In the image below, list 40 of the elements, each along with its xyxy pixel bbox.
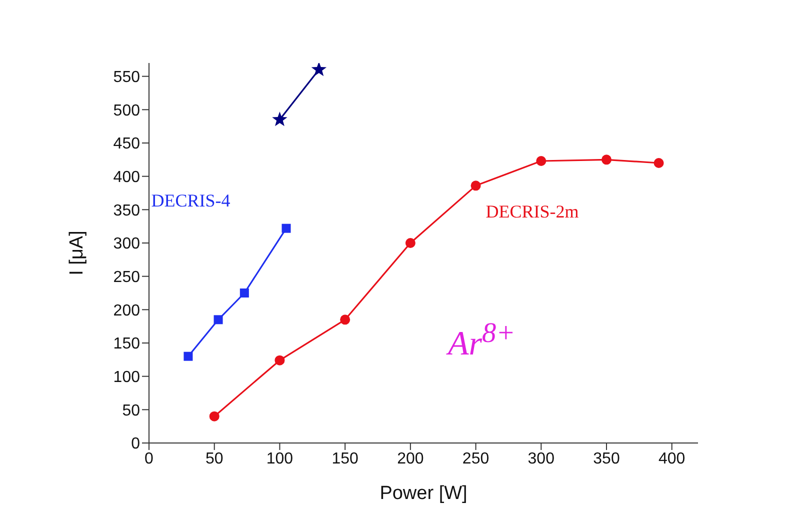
- point: [405, 238, 416, 248]
- point: [470, 180, 481, 191]
- point: [184, 352, 193, 361]
- y-tick-label: 0: [131, 436, 140, 453]
- point: [654, 158, 664, 168]
- y-tick-label: 250: [113, 269, 140, 286]
- y-tick-label: 100: [113, 369, 140, 386]
- y-tick-label: 150: [113, 336, 140, 353]
- x-tick-label: 300: [528, 450, 555, 468]
- x-tick-label: 150: [332, 450, 359, 468]
- x-tick-label: 0: [144, 450, 154, 468]
- y-tick-label: 500: [113, 102, 140, 120]
- series-label: DECRIS-2m: [486, 202, 579, 222]
- point: [214, 315, 223, 324]
- y-tick-label: 350: [113, 202, 140, 220]
- x-tick-label: 400: [658, 450, 686, 468]
- point: [602, 154, 612, 165]
- y-tick-label: 300: [113, 236, 140, 253]
- x-tick-label: 100: [266, 450, 294, 468]
- text: DECRIS-4: [151, 190, 230, 210]
- point: [240, 288, 249, 298]
- point: [311, 63, 327, 76]
- point: [209, 411, 220, 422]
- x-tick-label: 250: [462, 450, 490, 468]
- annotation: Ar$^{8+}$: [448, 318, 516, 364]
- x-tick-label: 50: [205, 450, 224, 468]
- x-tick-label: 200: [397, 450, 424, 468]
- y-tick-label: 50: [122, 402, 140, 420]
- point: [274, 355, 285, 366]
- x-tick-label: 350: [593, 450, 620, 468]
- point: [536, 156, 546, 166]
- point: [282, 224, 291, 233]
- point: [340, 314, 350, 325]
- y-tick-label: 550: [113, 69, 140, 86]
- y-axis-title: I [μA]: [66, 230, 88, 276]
- y-tick-label: 400: [113, 169, 140, 186]
- x-axis-title: Power [W]: [380, 483, 468, 504]
- y-tick-label: 200: [113, 302, 140, 320]
- y-tick-label: 450: [113, 136, 140, 153]
- point: [272, 112, 288, 126]
